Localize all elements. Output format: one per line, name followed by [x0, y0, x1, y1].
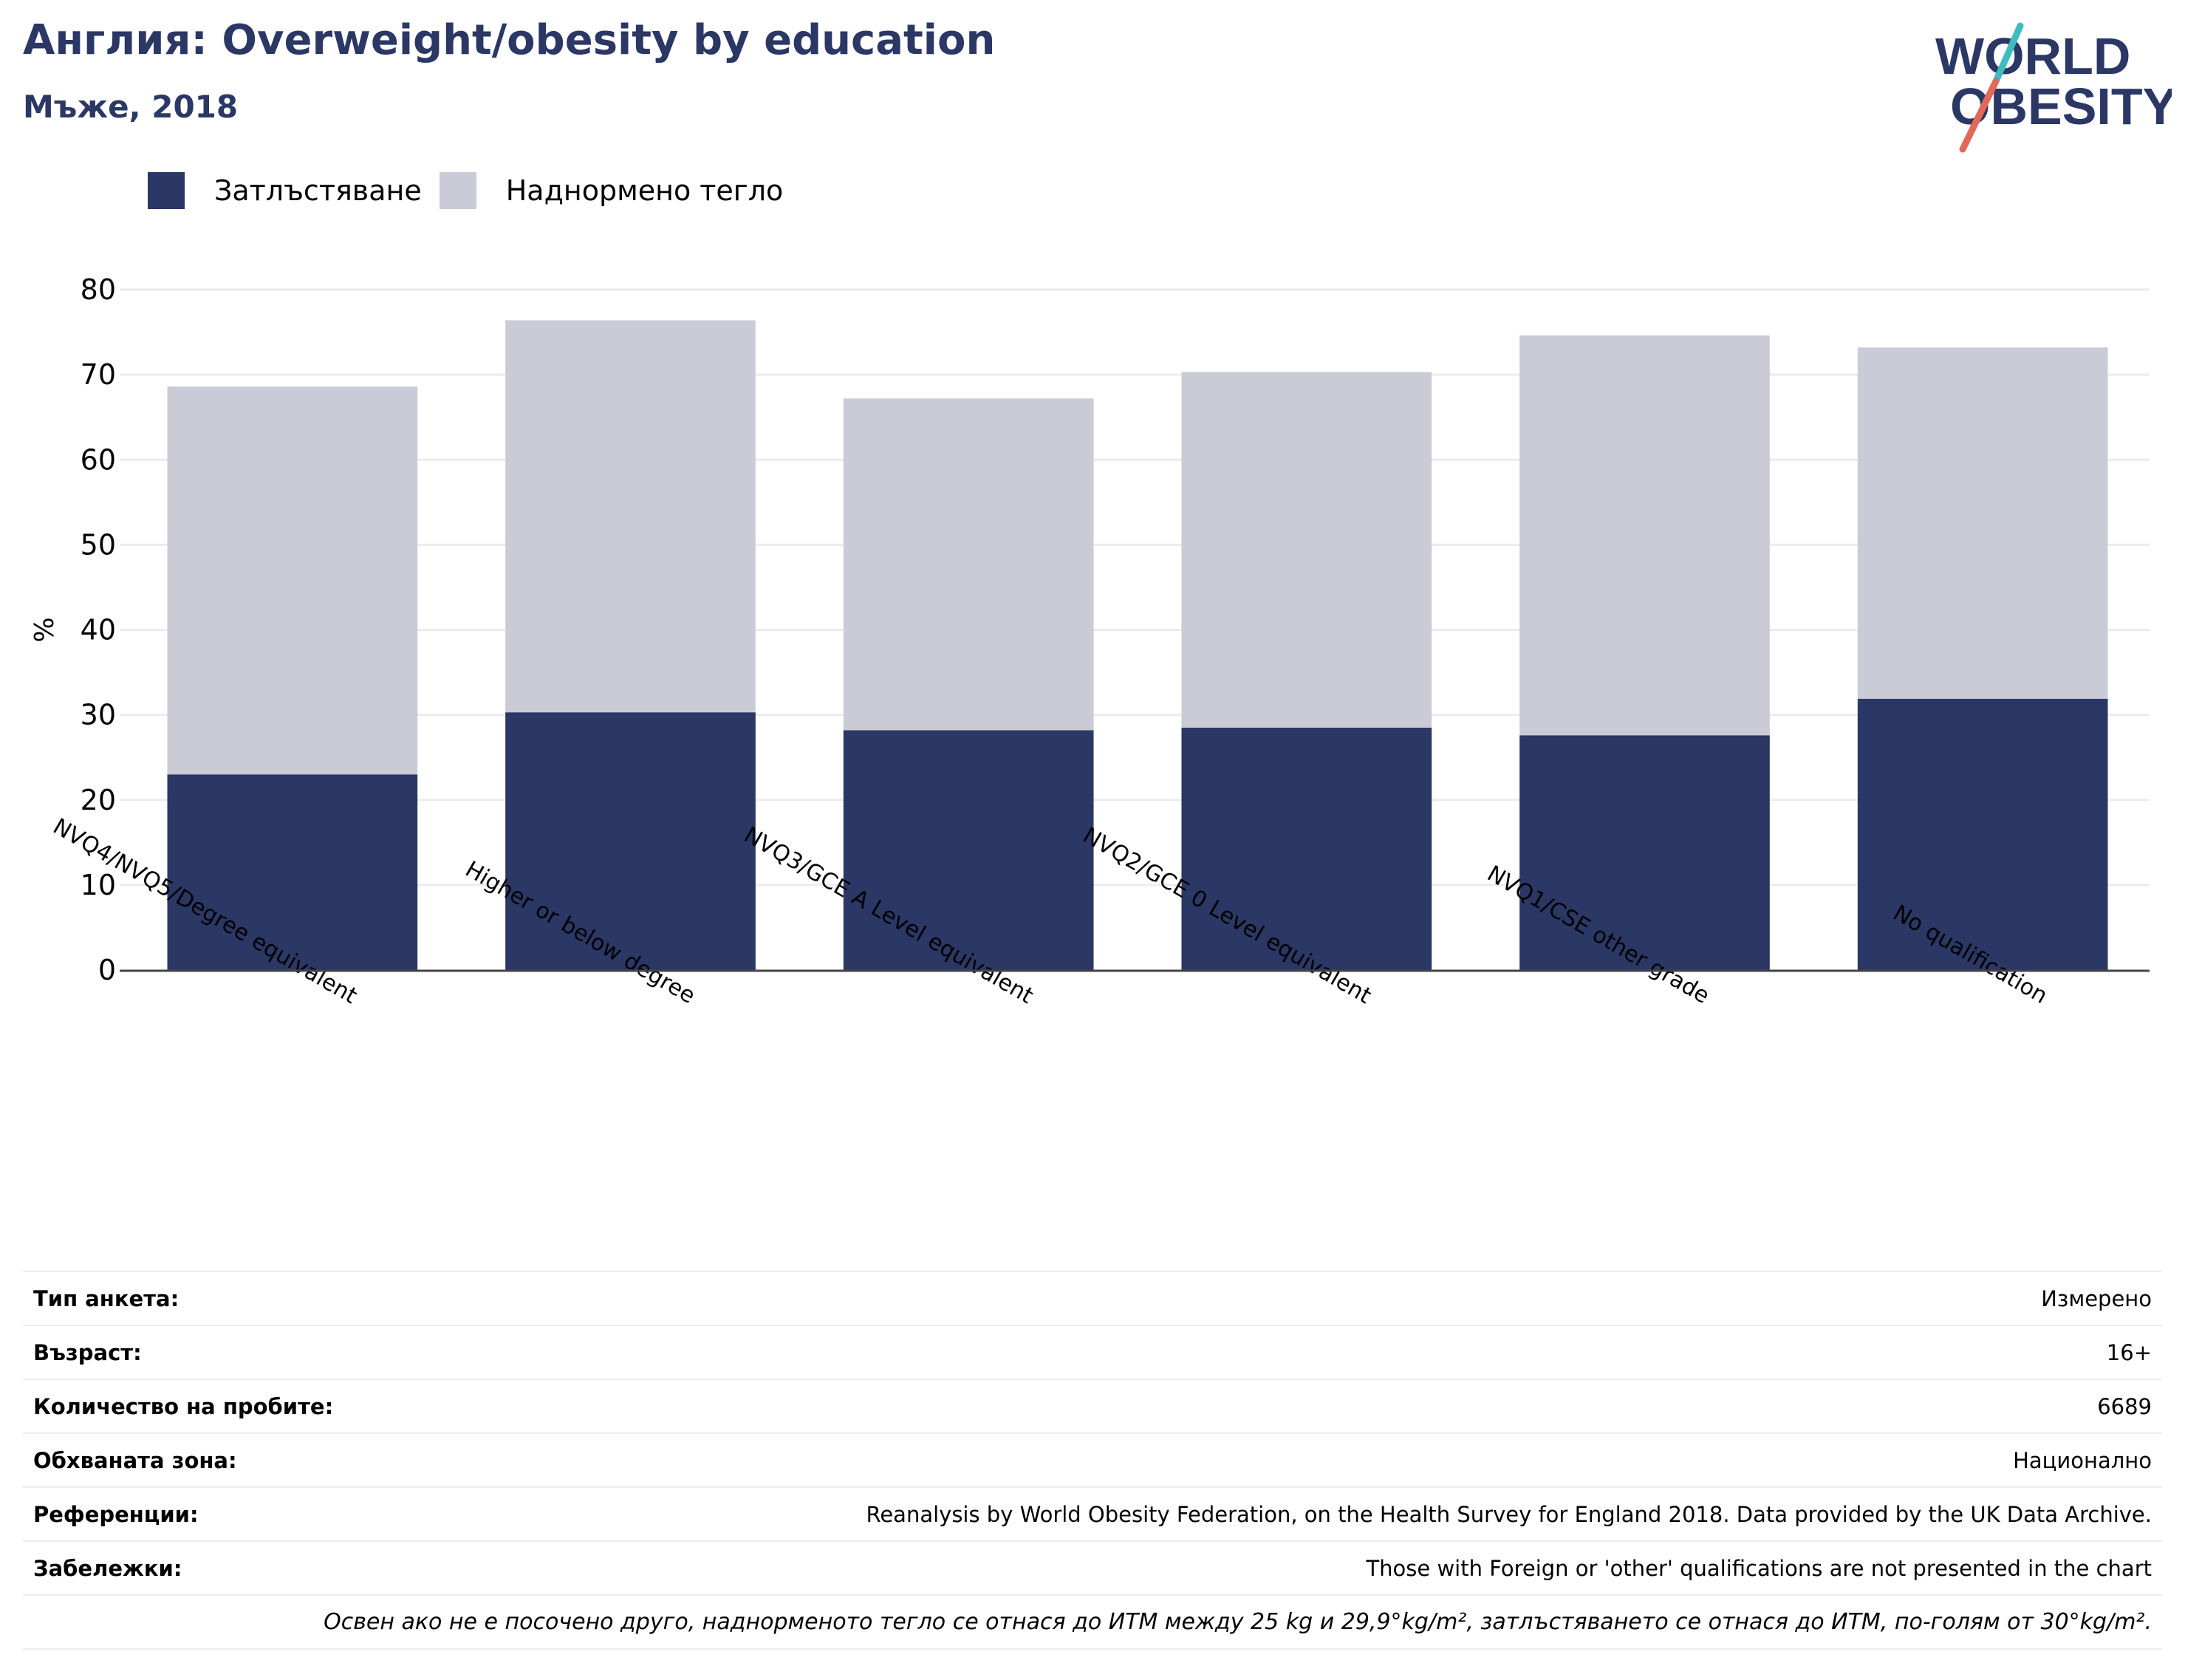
info-row: Забележки: Those with Foreign or 'other' …	[23, 1540, 2162, 1595]
legend-swatch	[148, 172, 185, 209]
info-row: Обхваната зона: Национално	[23, 1433, 2162, 1487]
logo-text-world: WORLD	[1935, 27, 2130, 85]
info-value: 16+	[444, 1325, 2162, 1379]
y-tick-label: 60	[81, 443, 116, 476]
bar-overweight	[1181, 372, 1432, 728]
info-label: Възраст:	[23, 1325, 445, 1379]
bar-obesity	[843, 730, 1094, 970]
y-axis-label: %	[30, 617, 60, 642]
info-value: Измерено	[444, 1271, 2162, 1325]
info-value: Reanalysis by World Obesity Federation, …	[444, 1486, 2162, 1541]
bar-obesity	[1519, 735, 1770, 970]
logo-slash-teal	[1992, 22, 2024, 85]
chart-subtitle: Мъже, 2018	[23, 89, 239, 125]
bar-overweight	[843, 398, 1094, 731]
legend-label: Затлъстяване	[214, 174, 422, 207]
y-tick-label: 20	[81, 784, 116, 816]
info-row-footnote: Освен ако не е посочено друго, наднормен…	[23, 1594, 2162, 1650]
info-row: Възраст: 16+	[23, 1325, 2162, 1379]
y-tick-label: 10	[81, 869, 116, 901]
survey-info-table: Тип анкета: Измерено Възраст: 16+ Количество…	[23, 1271, 2162, 1650]
info-row: Количество на пробите: 6689	[23, 1379, 2162, 1433]
bar-obesity	[1181, 727, 1432, 970]
bar-obesity	[505, 712, 756, 970]
info-label: Количество на пробите:	[23, 1379, 445, 1433]
info-label: Забележки:	[23, 1540, 445, 1595]
bar-overweight	[505, 320, 756, 713]
legend-swatch	[439, 172, 476, 209]
info-value: Национално	[444, 1433, 2162, 1487]
y-tick-label: 80	[81, 273, 116, 306]
logo-slash-red	[1959, 78, 2000, 153]
info-value: Those with Foreign or 'other' qualificat…	[444, 1540, 2162, 1595]
legend-item-0: Затлъстяване	[148, 172, 422, 209]
info-label: Референции:	[23, 1486, 445, 1541]
y-tick-label: 50	[81, 528, 116, 561]
bar-overweight	[1857, 347, 2108, 699]
y-tick-label: 0	[98, 954, 116, 986]
y-tick-label: 70	[81, 358, 116, 391]
bar-overweight	[167, 386, 418, 775]
y-tick-label: 30	[81, 699, 116, 731]
bar-overweight	[1519, 335, 1770, 736]
bar-obesity	[1857, 698, 2108, 970]
info-row: Референции: Reanalysis by World Obesity F…	[23, 1486, 2162, 1541]
legend-item-1: Наднормено тегло	[439, 172, 784, 209]
info-value: 6689	[444, 1379, 2162, 1433]
info-label: Обхваната зона:	[23, 1433, 445, 1487]
chart-title: Англия: Overweight/obesity by education	[23, 16, 996, 64]
info-row: Тип анкета: Измерено	[23, 1271, 2162, 1325]
legend-label: Наднормено тегло	[505, 174, 784, 207]
footnote: Освен ако не е посочено друго, наднормен…	[23, 1594, 2162, 1650]
info-label: Тип анкета:	[23, 1271, 445, 1325]
bar-obesity	[167, 774, 418, 970]
y-tick-label: 40	[81, 614, 116, 646]
chart-legend: Затлъстяване Наднормено тегло	[148, 168, 801, 213]
world-obesity-logo: WORLD OBESITY	[1935, 22, 2172, 153]
